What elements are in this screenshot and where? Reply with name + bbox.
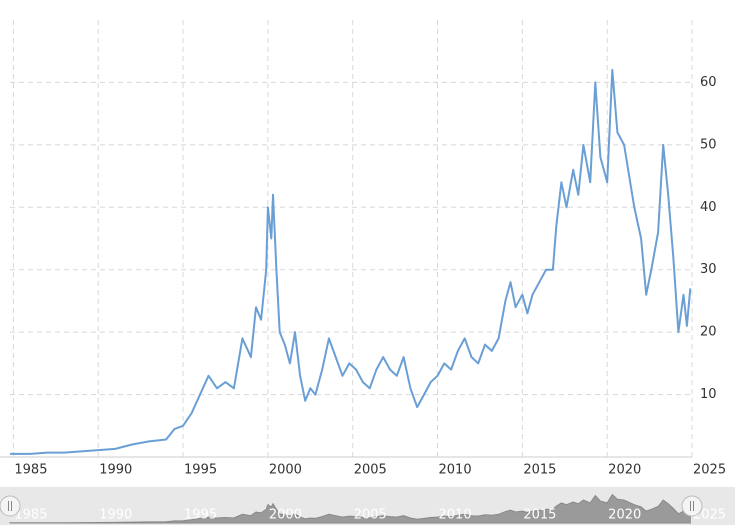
x-tick-label: 2010: [439, 463, 472, 478]
navigator-label: 2010: [439, 508, 472, 523]
x-tick-label: 1985: [14, 463, 47, 478]
navigator-label: 1985: [14, 508, 47, 523]
y-tick-label: 20: [700, 325, 717, 340]
y-tick-label: 40: [700, 200, 717, 215]
x-tick-label: 1995: [184, 463, 217, 478]
x-tick-label: 2015: [523, 463, 556, 478]
navigator-label: 2020: [608, 508, 641, 523]
y-tick-label: 10: [700, 387, 717, 402]
x-tick-label: 1990: [99, 463, 132, 478]
navigator-label: 2000: [269, 508, 302, 523]
navigator-label: 2005: [354, 508, 387, 523]
price-line: [10, 68, 692, 455]
navigator-label: 2025: [693, 508, 726, 523]
x-tick-label: 2025: [693, 463, 726, 478]
y-tick-label: 50: [700, 137, 717, 152]
navigator-handle-left[interactable]: [0, 495, 21, 517]
navigator-area: [9, 493, 691, 524]
navigator-label: 2015: [523, 508, 556, 523]
x-tick-label: 2005: [354, 463, 387, 478]
navigator-label: 1990: [99, 508, 132, 523]
y-tick-label: 30: [700, 262, 717, 277]
x-tick-label: 2000: [269, 463, 302, 478]
y-tick-label: 60: [700, 75, 717, 90]
navigator-handle-right[interactable]: [681, 495, 703, 517]
navigator-label: 1995: [184, 508, 217, 523]
x-tick-label: 2020: [608, 463, 641, 478]
